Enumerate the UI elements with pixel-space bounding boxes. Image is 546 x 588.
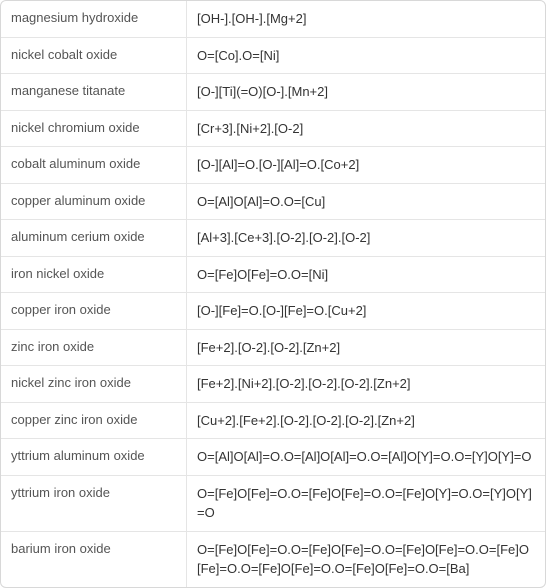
compound-formula: O=[Fe]O[Fe]=O.O=[Fe]O[Fe]=O.O=[Fe]O[Fe]=… <box>186 532 545 587</box>
compound-formula: [Fe+2].[Ni+2].[O-2].[O-2].[O-2].[Zn+2] <box>186 366 545 402</box>
compound-table: magnesium hydroxide [OH-].[OH-].[Mg+2] n… <box>0 0 546 588</box>
table-row: copper zinc iron oxide [Cu+2].[Fe+2].[O-… <box>1 403 545 440</box>
table-row: nickel chromium oxide [Cr+3].[Ni+2].[O-2… <box>1 111 545 148</box>
compound-name: cobalt aluminum oxide <box>1 147 186 183</box>
compound-name: barium iron oxide <box>1 532 186 587</box>
compound-formula: [O-][Al]=O.[O-][Al]=O.[Co+2] <box>186 147 545 183</box>
table-row: copper aluminum oxide O=[Al]O[Al]=O.O=[C… <box>1 184 545 221</box>
table-row: iron nickel oxide O=[Fe]O[Fe]=O.O=[Ni] <box>1 257 545 294</box>
table-row: manganese titanate [O-][Ti](=O)[O-].[Mn+… <box>1 74 545 111</box>
compound-formula: [Cu+2].[Fe+2].[O-2].[O-2].[O-2].[Zn+2] <box>186 403 545 439</box>
compound-name: yttrium aluminum oxide <box>1 439 186 475</box>
table-row: yttrium iron oxide O=[Fe]O[Fe]=O.O=[Fe]O… <box>1 476 545 532</box>
table-row: yttrium aluminum oxide O=[Al]O[Al]=O.O=[… <box>1 439 545 476</box>
compound-name: copper iron oxide <box>1 293 186 329</box>
compound-name: copper zinc iron oxide <box>1 403 186 439</box>
compound-formula: [Fe+2].[O-2].[O-2].[Zn+2] <box>186 330 545 366</box>
compound-formula: [O-][Ti](=O)[O-].[Mn+2] <box>186 74 545 110</box>
table-row: zinc iron oxide [Fe+2].[O-2].[O-2].[Zn+2… <box>1 330 545 367</box>
table-row: copper iron oxide [O-][Fe]=O.[O-][Fe]=O.… <box>1 293 545 330</box>
table-row: barium iron oxide O=[Fe]O[Fe]=O.O=[Fe]O[… <box>1 532 545 587</box>
table-row: cobalt aluminum oxide [O-][Al]=O.[O-][Al… <box>1 147 545 184</box>
compound-name: nickel zinc iron oxide <box>1 366 186 402</box>
table-row: aluminum cerium oxide [Al+3].[Ce+3].[O-2… <box>1 220 545 257</box>
compound-formula: [Al+3].[Ce+3].[O-2].[O-2].[O-2] <box>186 220 545 256</box>
compound-name: aluminum cerium oxide <box>1 220 186 256</box>
compound-name: nickel chromium oxide <box>1 111 186 147</box>
compound-formula: [Cr+3].[Ni+2].[O-2] <box>186 111 545 147</box>
compound-formula: O=[Fe]O[Fe]=O.O=[Ni] <box>186 257 545 293</box>
compound-formula: O=[Al]O[Al]=O.O=[Cu] <box>186 184 545 220</box>
compound-name: nickel cobalt oxide <box>1 38 186 74</box>
table-row: nickel zinc iron oxide [Fe+2].[Ni+2].[O-… <box>1 366 545 403</box>
table-row: magnesium hydroxide [OH-].[OH-].[Mg+2] <box>1 1 545 38</box>
compound-formula: [OH-].[OH-].[Mg+2] <box>186 1 545 37</box>
compound-name: magnesium hydroxide <box>1 1 186 37</box>
compound-name: manganese titanate <box>1 74 186 110</box>
compound-formula: O=[Co].O=[Ni] <box>186 38 545 74</box>
compound-formula: O=[Al]O[Al]=O.O=[Al]O[Al]=O.O=[Al]O[Y]=O… <box>186 439 545 475</box>
compound-formula: [O-][Fe]=O.[O-][Fe]=O.[Cu+2] <box>186 293 545 329</box>
compound-name: zinc iron oxide <box>1 330 186 366</box>
table-row: nickel cobalt oxide O=[Co].O=[Ni] <box>1 38 545 75</box>
compound-name: yttrium iron oxide <box>1 476 186 531</box>
compound-name: iron nickel oxide <box>1 257 186 293</box>
compound-formula: O=[Fe]O[Fe]=O.O=[Fe]O[Fe]=O.O=[Fe]O[Y]=O… <box>186 476 545 531</box>
compound-name: copper aluminum oxide <box>1 184 186 220</box>
